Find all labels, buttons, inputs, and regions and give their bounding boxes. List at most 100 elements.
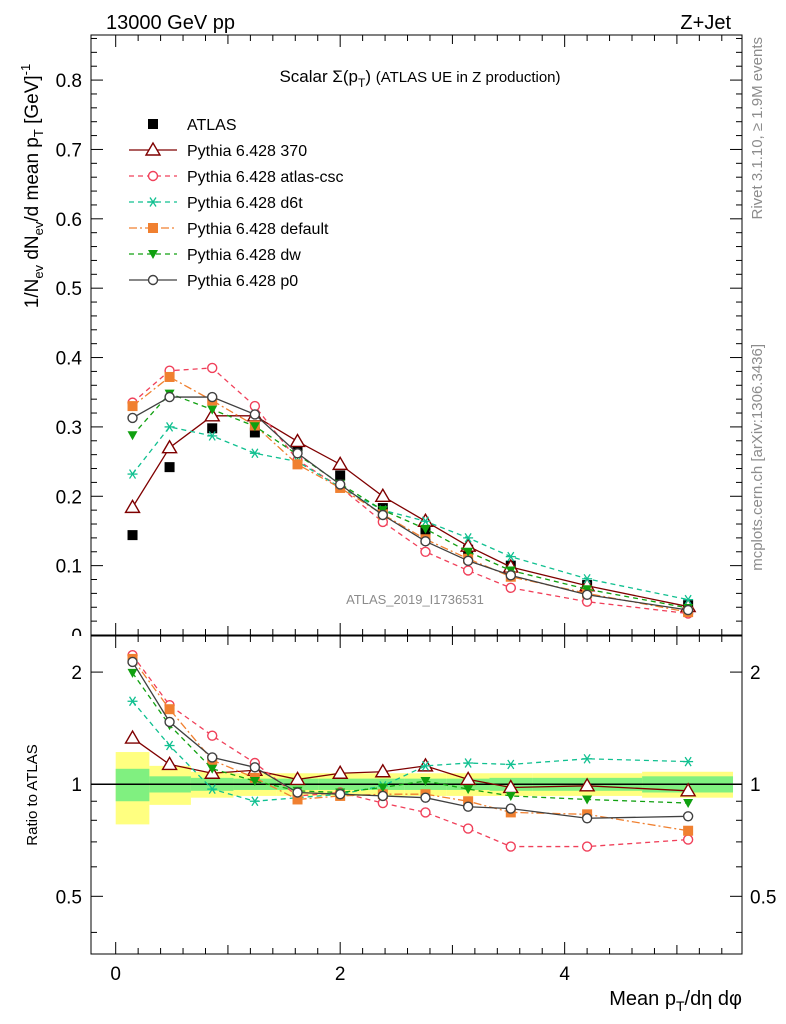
data-point	[207, 391, 218, 403]
data-point	[331, 455, 349, 471]
data-point	[335, 470, 346, 481]
data-point	[127, 530, 138, 541]
y-tick-label: 0.3	[56, 418, 82, 439]
ratio-point	[462, 801, 474, 812]
legend-marker	[148, 197, 158, 207]
legend-item-pythia-6-428-p0: Pythia 6.428 p0	[129, 273, 298, 290]
legend-label: Pythia 6.428 370	[187, 143, 307, 160]
ratio-line-pythia-6-428-370	[132, 737, 689, 792]
ratio-point	[127, 696, 138, 707]
legend-item-pythia-6-428-atlas-csc: Pythia 6.428 atlas-csc	[129, 169, 344, 186]
legend-item-pythia-6-428-370: Pythia 6.428 370	[129, 141, 307, 160]
ratio-point	[462, 823, 474, 834]
main-panel: 0.1 0.2 0.3 0.4 0.5 0.6 0.7 0.8 0 Scalar Σ(pT) (…	[18, 34, 743, 647]
data-point	[420, 536, 431, 547]
y-axis-label: 1/Nev dNev/d mean pT [GeV]-1	[18, 64, 46, 309]
data-point	[463, 533, 474, 543]
legend: ATLAS Pythia 6.428 370 Pythia 6.428 atlas-…	[129, 117, 344, 290]
ratio-point	[207, 730, 218, 741]
ratio-point	[683, 756, 694, 767]
ratio-point	[679, 782, 697, 797]
inner-band-segment	[115, 768, 150, 802]
ratio-series-pythia-6-428-370	[124, 729, 697, 797]
legend-item-atlas: ATLAS	[148, 117, 237, 134]
ratio-y-tick-label-right: 0.5	[750, 887, 776, 908]
ratio-line-pythia-6-428-p0	[131, 661, 689, 819]
ratio-y-axis-label: Ratio to ATLAS	[24, 744, 41, 845]
ratio-point	[463, 758, 474, 768]
ratio-panel: 0.5 0.5 1 1 2 2 0 2 4 Ratio to ATLAS	[24, 635, 776, 985]
main-series-group	[124, 362, 697, 619]
ratio-point	[459, 771, 477, 786]
ratio-point	[581, 813, 593, 824]
ratio-y-tick-label: 0.5	[56, 887, 82, 908]
ratio-point	[582, 753, 593, 764]
ratio-point	[505, 841, 516, 852]
ratio-point	[164, 716, 175, 728]
ratio-point	[505, 803, 516, 814]
data-point	[161, 439, 178, 454]
legend-marker	[148, 119, 158, 129]
data-point	[249, 448, 260, 459]
ratio-point	[249, 796, 260, 807]
legend-item-pythia-6-428-default: Pythia 6.428 default	[129, 221, 329, 238]
ratio-point	[463, 785, 474, 795]
ratio-point	[377, 790, 389, 802]
chart-title: Scalar Σ(pT) (ATLAS UE in Z production)	[279, 67, 560, 90]
rivet-label: Rivet 3.1.10, ≥ 1.9M events	[749, 37, 766, 220]
ratio-point	[683, 825, 694, 836]
ratio-axis-ticks: 0.5 0.5 1 1 2 2 0 2 4	[56, 636, 776, 985]
mcplots-label: mcplots.cern.ch [arXiv:1306.3436]	[749, 344, 766, 571]
ratio-point	[161, 756, 178, 771]
ratio-point	[505, 791, 516, 801]
series-line-pythia-6-428-dw	[132, 392, 689, 609]
ratio-y-tick-label-right: 2	[750, 663, 761, 684]
y-tick-label-zero: 0	[71, 626, 82, 647]
legend-label: Pythia 6.428 atlas-csc	[187, 169, 344, 186]
ratio-series-group	[124, 650, 697, 852]
ratio-point	[331, 764, 349, 779]
data-point	[249, 409, 261, 420]
legend-marker	[147, 274, 159, 286]
ratio-line-pythia-6-428-dw	[131, 672, 689, 804]
y-tick-label: 0.5	[56, 279, 82, 300]
data-point	[207, 405, 218, 415]
ratio-point	[164, 704, 175, 715]
ratio-point	[463, 796, 474, 807]
legend-label: ATLAS	[187, 117, 237, 134]
ratio-point	[377, 783, 388, 793]
series-line-pythia-6-428-atlas-csc	[132, 367, 689, 615]
ratio-line-pythia-6-428-d6t	[132, 700, 689, 802]
series-pythia-6-428-p0	[127, 391, 694, 616]
energy-label: 13000 GeV pp	[106, 12, 235, 34]
legend-label: Pythia 6.428 default	[187, 221, 329, 238]
series-pythia-6-428-d6t	[127, 422, 694, 605]
legend-marker	[148, 223, 158, 233]
data-point	[420, 546, 431, 557]
ratio-line-pythia-6-428-atlas-csc	[132, 654, 689, 848]
ratio-line-pythia-6-428-default	[132, 658, 689, 832]
ratio-point	[420, 776, 431, 786]
data-point	[462, 555, 474, 566]
series-line-pythia-6-428-d6t	[132, 426, 689, 601]
ratio-point	[207, 752, 218, 763]
data-point	[374, 487, 392, 502]
ratio-series-pythia-6-428-p0	[127, 656, 694, 824]
ratio-point	[289, 771, 306, 786]
y-tick-label: 0.2	[56, 487, 82, 508]
data-point	[207, 423, 218, 434]
ratio-point	[683, 799, 694, 809]
ratio-y-tick-label: 1	[71, 775, 82, 796]
x-tick-label: 0	[110, 964, 121, 985]
analysis-id-label: ATLAS_2019_I1736531	[346, 592, 484, 607]
data-point	[124, 498, 141, 514]
ratio-y-tick-label: 2	[71, 663, 82, 684]
ratio-series-pythia-6-428-atlas-csc	[127, 650, 694, 852]
data-point	[462, 565, 474, 576]
ratio-point	[581, 841, 593, 852]
data-point	[249, 422, 260, 432]
main-frame	[90, 34, 743, 636]
data-point	[127, 401, 138, 412]
ratio-point	[334, 789, 346, 800]
ratio-frame	[90, 635, 743, 955]
